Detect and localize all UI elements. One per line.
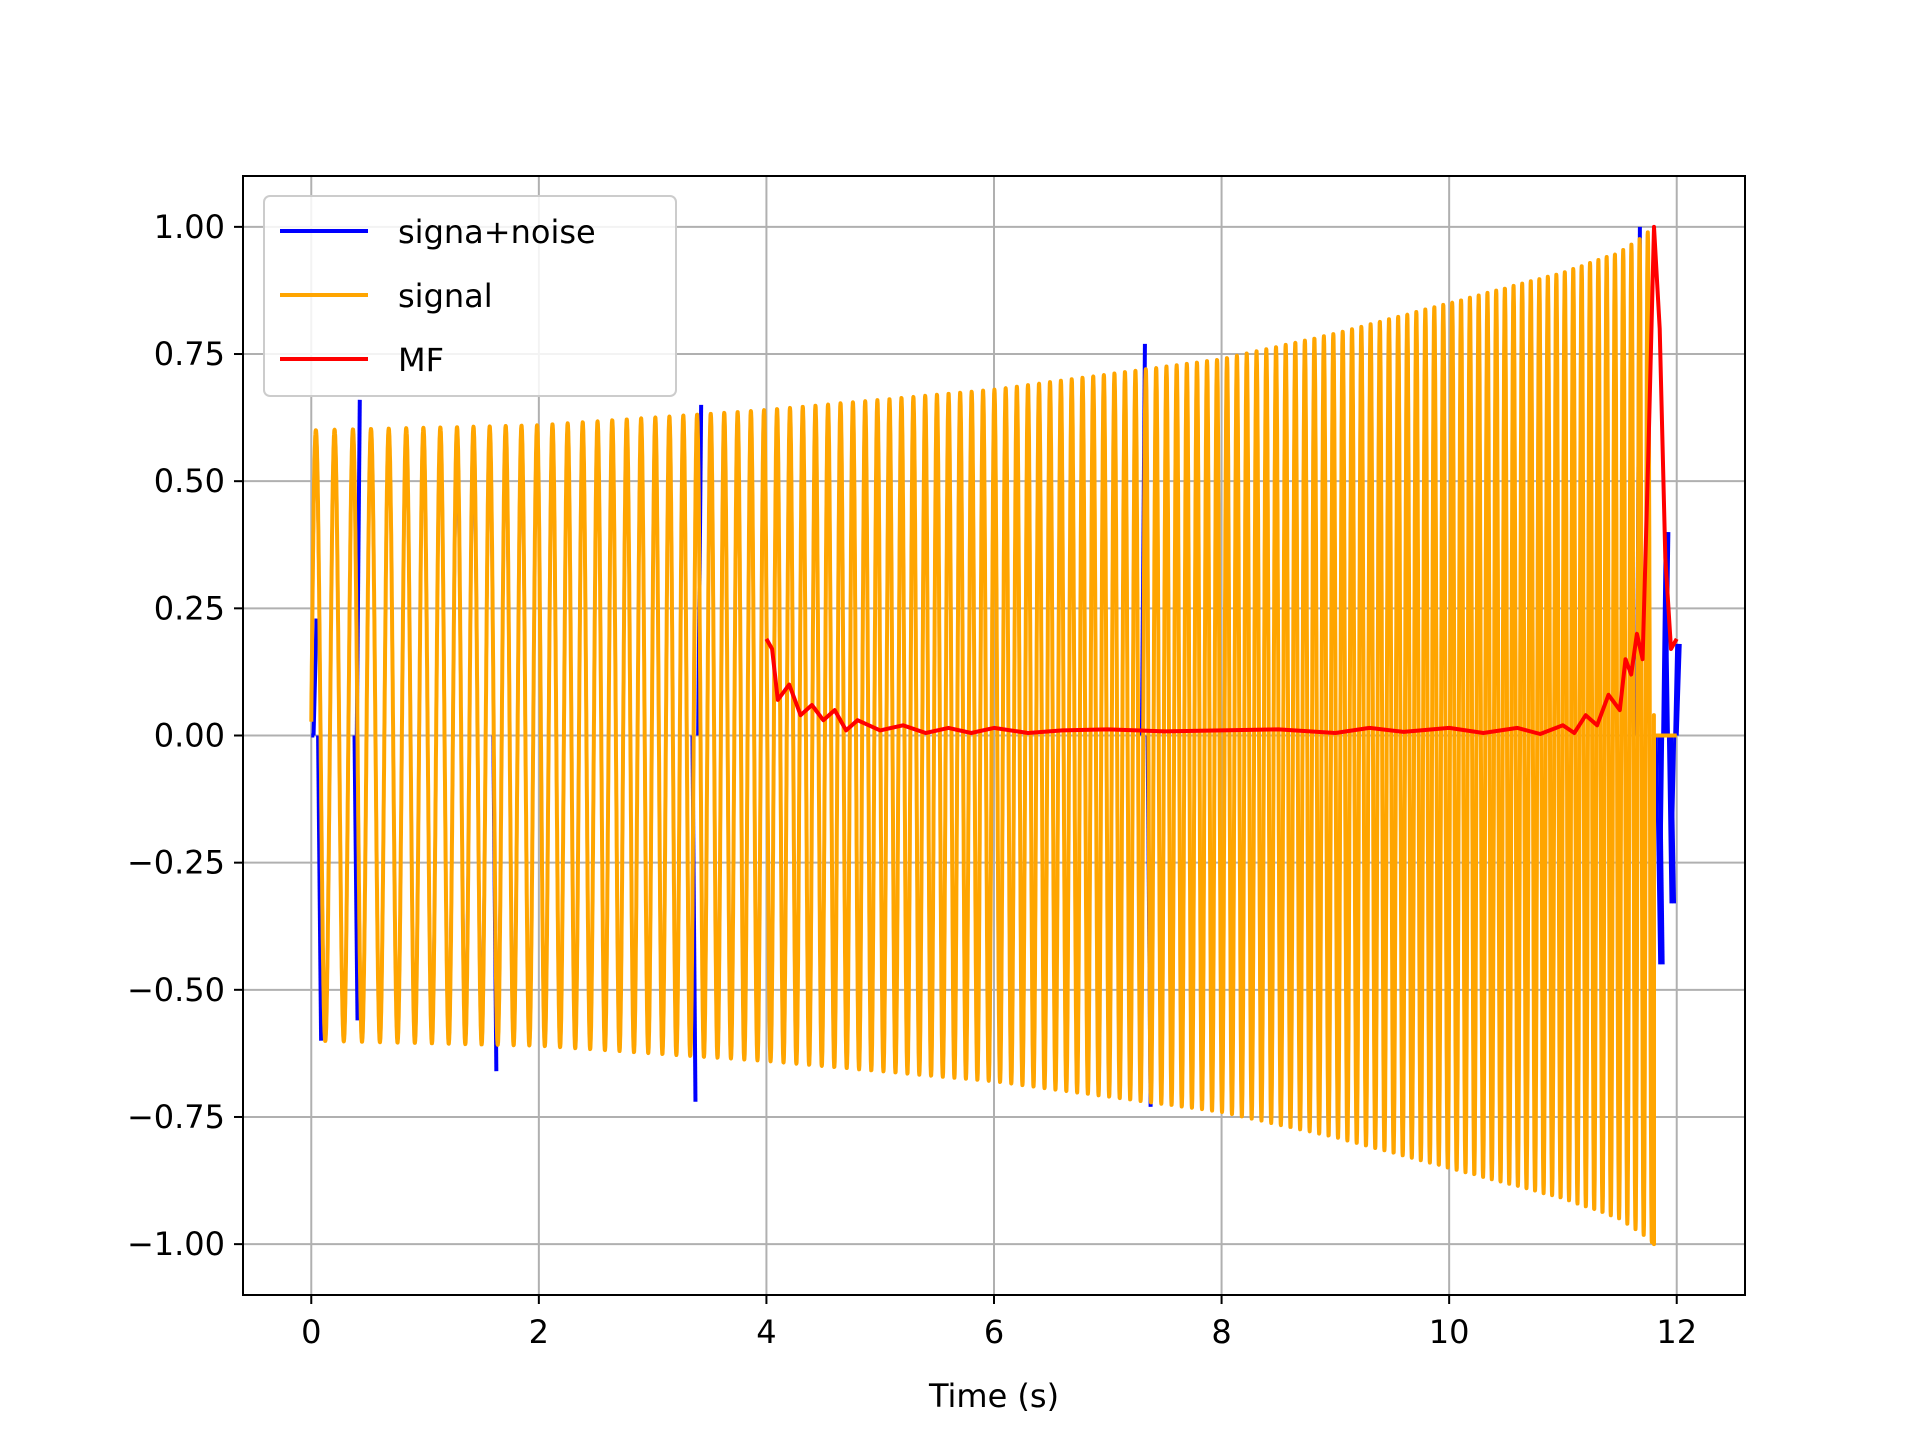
series-signa-noise-spike: [352, 735, 360, 1021]
y-tick-label: 0.00: [154, 717, 225, 755]
series-mf-line: [764, 224, 1679, 736]
y-tick-label: −1.00: [127, 1225, 225, 1263]
x-tick-label: 6: [984, 1313, 1004, 1351]
x-tick-label: 0: [301, 1313, 321, 1351]
x-axis-label: Time (s): [928, 1377, 1059, 1415]
y-tick-label: 0.50: [154, 462, 225, 500]
legend-label: signa+noise: [398, 213, 596, 251]
legend: signa+noise signal MF: [263, 195, 677, 397]
y-tick-label: 0.25: [154, 589, 225, 627]
legend-box: [263, 195, 677, 397]
series-signa-noise-spike: [316, 735, 324, 1041]
x-tick-label: 8: [1211, 1313, 1231, 1351]
x-tick-label: 10: [1429, 1313, 1470, 1351]
legend-label: signal: [398, 277, 493, 315]
y-tick-label: −0.75: [127, 1098, 225, 1136]
x-tick-label: 12: [1656, 1313, 1697, 1351]
y-tick-label: −0.50: [127, 971, 225, 1009]
series-signa-noise-spike: [1674, 643, 1682, 736]
x-tick-label: 2: [529, 1313, 549, 1351]
axis-ticks: 0 2 4 6 8 10 12 −1.00 −0.75 −0.50 −0.25 0.00 0.25 0.5…: [127, 208, 1697, 1351]
y-tick-label: 1.00: [154, 208, 225, 246]
y-tick-label: −0.25: [127, 844, 225, 882]
series-signa-noise-spike: [311, 618, 319, 736]
y-tick-label: 0.75: [154, 335, 225, 373]
x-tick-label: 4: [756, 1313, 776, 1351]
plot-area: [309, 224, 1682, 1247]
legend-label: MF: [398, 341, 444, 379]
series-signal-line: [309, 230, 1677, 1247]
